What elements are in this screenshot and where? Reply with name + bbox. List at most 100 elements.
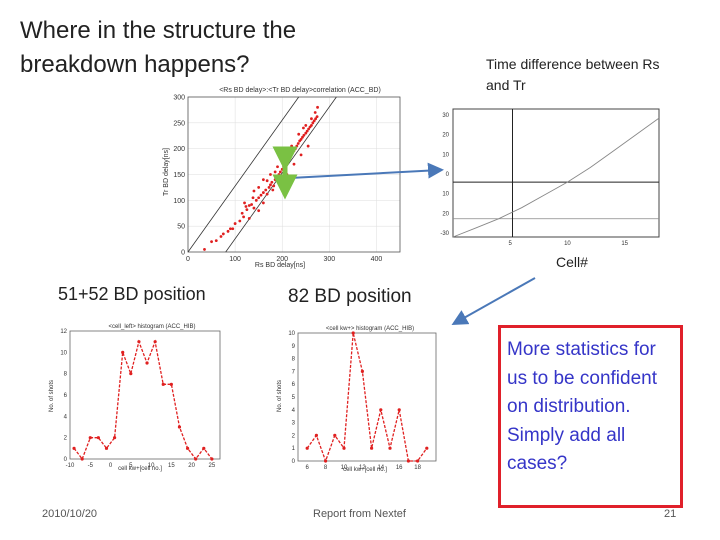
scatter-point xyxy=(276,165,279,169)
hist-point xyxy=(96,436,100,440)
time-chart-ytick-label: -30 xyxy=(440,231,449,237)
hist2-ylabel: No. of shots xyxy=(277,380,283,412)
scatter-point xyxy=(221,232,225,236)
scatter-point xyxy=(270,180,274,184)
scatter-point xyxy=(290,151,294,155)
hist-point xyxy=(397,408,401,412)
hist-point xyxy=(80,457,84,461)
scatter-point xyxy=(265,179,269,183)
page-number: 21 xyxy=(664,508,677,520)
hist-point xyxy=(121,350,125,354)
hist-point xyxy=(416,459,420,463)
scatter-point xyxy=(240,211,244,215)
hist-xtick-label: 0 xyxy=(109,463,113,469)
scatter-point xyxy=(299,153,303,157)
scatter-point xyxy=(257,186,261,189)
scatter-point xyxy=(295,144,299,148)
hist-point xyxy=(177,425,182,429)
scatter-point xyxy=(267,186,271,189)
label-51-52-bd-position: 51+52 BD position xyxy=(58,284,206,304)
time-chart-ytick-label: 30 xyxy=(442,113,449,119)
footer-date: 2010/10/20 xyxy=(42,508,98,520)
scatter-ytick-label: 300 xyxy=(173,95,185,102)
hist-point xyxy=(129,372,133,376)
scatter-point xyxy=(301,135,304,139)
scatter-point xyxy=(277,173,281,176)
scatter-point xyxy=(296,142,300,145)
hist1-xlabel: cell kw+[cell no.] xyxy=(118,466,162,472)
scatter-point xyxy=(311,121,315,125)
scatter-point xyxy=(264,188,268,192)
hist-point xyxy=(305,446,309,450)
hist-frame xyxy=(297,332,437,462)
scatter-point xyxy=(310,124,313,127)
hist-ytick-label: 2 xyxy=(292,433,296,439)
hist-xtick-label: 14 xyxy=(377,465,384,471)
scatter-point xyxy=(285,173,289,176)
scatter-point xyxy=(312,119,316,123)
hist-xtick-label: 8 xyxy=(324,465,328,471)
time-chart-ytick-label: 0 xyxy=(446,172,450,178)
hist-point xyxy=(112,436,117,440)
scatter-point xyxy=(280,167,284,171)
scatter-xtick-label: 200 xyxy=(276,256,288,263)
hist-point xyxy=(351,331,355,335)
hist-xtick-label: 18 xyxy=(414,465,421,471)
hist-xtick-label: -10 xyxy=(66,463,75,469)
scatter-point xyxy=(238,219,242,223)
scatter-point xyxy=(307,127,311,131)
scatter-title: <Rs BD delay>:<Tr BD delay>correlation (… xyxy=(219,87,381,94)
hist-ytick-label: 10 xyxy=(288,331,295,337)
scatter-point xyxy=(282,165,286,169)
hist-ytick-label: 4 xyxy=(64,414,68,420)
scatter-xtick-label: 400 xyxy=(371,256,383,263)
scatter-chart: <Rs BD delay>:<Tr BD delay>correlation (… xyxy=(163,87,401,269)
hist-point xyxy=(406,459,410,463)
scatter-point xyxy=(259,193,263,197)
hist-ytick-label: 0 xyxy=(292,459,296,465)
hist-point xyxy=(202,446,206,450)
scatter-point xyxy=(278,180,282,184)
scatter-point xyxy=(302,126,305,130)
scatter-ylabel: Tr BD delay[ns] xyxy=(163,148,170,196)
scatter-point xyxy=(304,124,308,127)
blue-arrow-to-82-histogram xyxy=(451,277,536,325)
scatter-point xyxy=(292,162,296,166)
time-chart-ytick-label: 10 xyxy=(442,192,449,198)
scatter-point xyxy=(299,137,303,141)
hist-point xyxy=(370,446,374,450)
hist-point xyxy=(169,382,173,386)
time-chart-ytick-label: 20 xyxy=(442,211,449,217)
scatter-point xyxy=(244,205,248,208)
scatter-ytick-label: 150 xyxy=(173,172,185,179)
scatter-point xyxy=(242,215,245,219)
scatter-point xyxy=(247,204,251,207)
scatter-point xyxy=(283,162,287,166)
scatter-point xyxy=(231,227,235,231)
hist-xtick-label: 15 xyxy=(168,463,175,469)
scatter-point xyxy=(261,178,265,182)
time-chart-xtick-label: 10 xyxy=(564,241,571,247)
hist-ytick-label: 4 xyxy=(292,408,296,414)
hist-xtick-label: 12 xyxy=(359,465,366,471)
scatter-point xyxy=(252,206,256,210)
scatter-point xyxy=(247,217,251,220)
hist-xtick-label: 10 xyxy=(341,465,348,471)
scatter-point xyxy=(251,196,255,200)
scatter-point xyxy=(214,239,218,243)
scatter-point xyxy=(316,105,319,109)
histogram-82: <cell kw+> histogram (ACC_HIB) No. of sh… xyxy=(277,326,437,473)
scatter-point xyxy=(273,178,277,182)
hist2-title: <cell kw+> histogram (ACC_HIB) xyxy=(326,326,414,332)
scatter-point xyxy=(257,196,261,200)
scatter-ytick-label: 0 xyxy=(181,250,185,257)
scatter-point xyxy=(313,111,317,114)
hist-ytick-label: 2 xyxy=(64,436,68,442)
time-difference-label: Time difference between Rs and Tr xyxy=(486,56,660,93)
scatter-point xyxy=(269,183,272,187)
hist1-ylabel: No. of shots xyxy=(49,380,55,412)
scatter-point xyxy=(290,144,294,148)
time-chart-ytick-label: 10 xyxy=(442,152,449,158)
hist-point xyxy=(342,446,346,450)
scatter-ytick-label: 50 xyxy=(177,224,185,231)
